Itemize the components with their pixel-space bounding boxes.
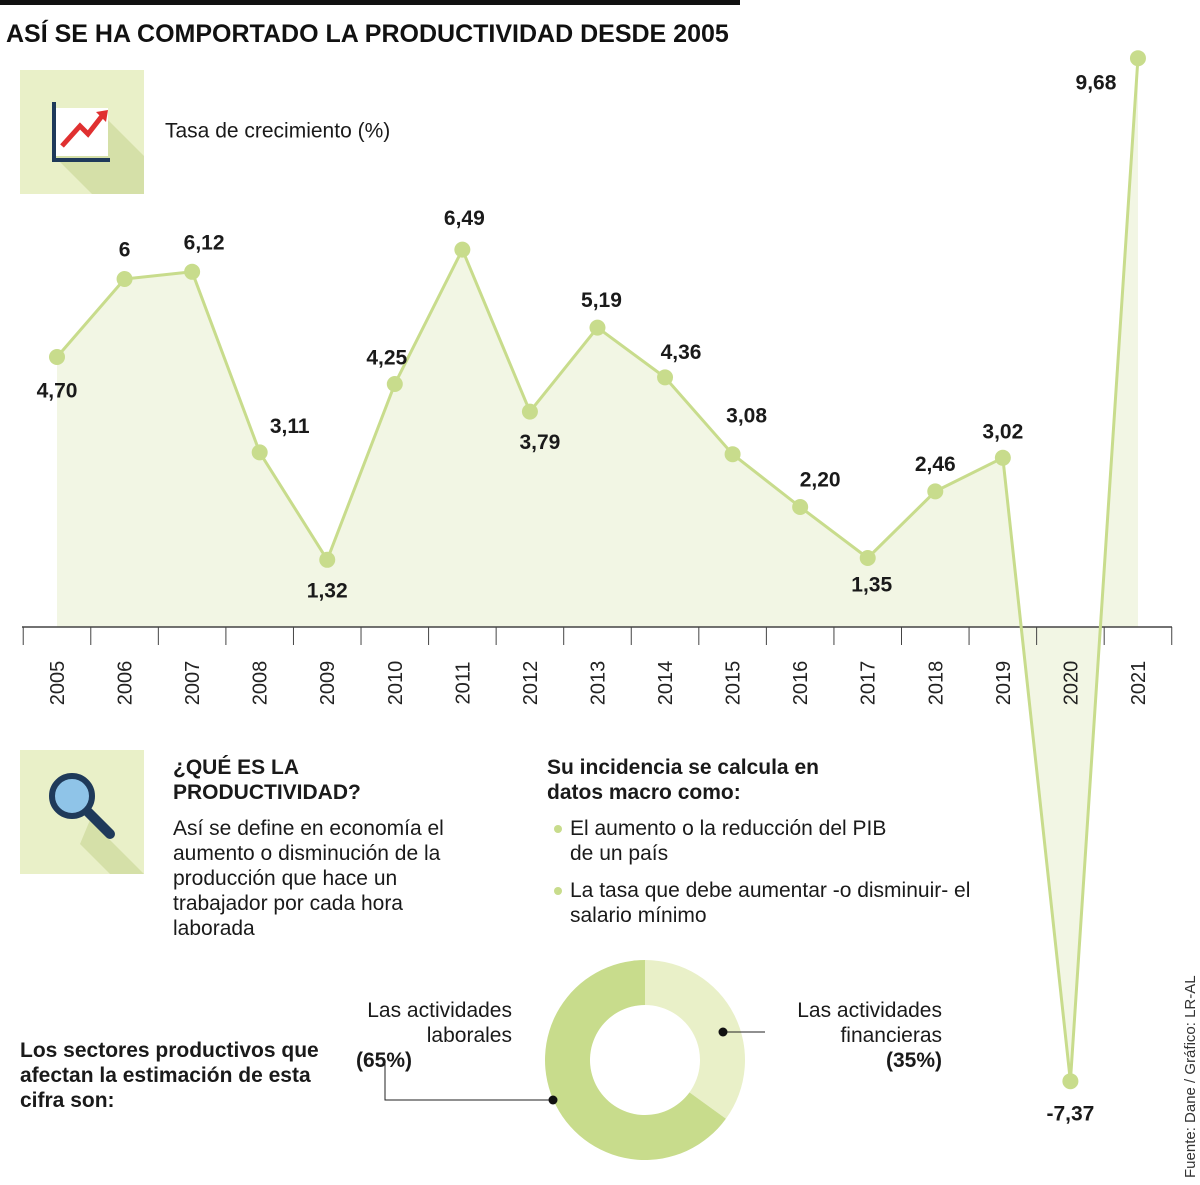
x-tick-label: 2014: [655, 661, 677, 706]
incidence-item: El aumento o la reducción del PIB de un …: [552, 816, 910, 866]
pie-slice: [545, 959, 726, 1160]
x-tick-label: 2013: [587, 661, 609, 706]
point: [49, 349, 65, 365]
pie-value-label: (65%): [356, 1049, 413, 1072]
x-tick-label: 2008: [250, 661, 272, 706]
point: [589, 319, 606, 336]
chart-subtitle: Tasa de crecimiento (%): [165, 120, 390, 143]
area: [57, 58, 1138, 1082]
value-label: 3,11: [270, 415, 310, 438]
incidence-list: El aumento o la reducción del PIB de un …: [552, 816, 1012, 940]
incidence-item: La tasa que debe aumentar -o disminuir- …: [552, 878, 1010, 928]
value-label: 6,49: [444, 207, 485, 230]
x-tick-label: 2009: [317, 661, 339, 706]
point: [1062, 1073, 1079, 1090]
point: [251, 444, 268, 461]
x-tick-label: 2021: [1128, 661, 1150, 706]
top-rule: [0, 0, 740, 5]
value-label: 6,12: [184, 231, 225, 254]
icon-lens: [49, 773, 95, 819]
pie-category: Las actividades laborales: [367, 999, 512, 1047]
leader-dot: [548, 1095, 558, 1105]
x-tick-label: 2017: [858, 661, 880, 706]
pie-value-label: (35%): [885, 1049, 942, 1072]
value-label: 4,70: [37, 380, 78, 403]
point: [859, 550, 876, 566]
icon-axes: [52, 102, 110, 162]
icon-shadow: [80, 820, 144, 874]
icon-arrow-head: [96, 110, 108, 122]
x-tick-label: 2006: [115, 661, 137, 706]
pie-category: Las actividades financieras: [797, 999, 942, 1047]
value-label: 2,46: [915, 453, 956, 476]
point: [1129, 50, 1146, 67]
point: [724, 446, 741, 463]
info-text: Así se define en economía el aumento o d…: [173, 817, 444, 940]
value-label: 3,79: [519, 431, 560, 454]
x-tick-label: 2018: [925, 661, 947, 706]
point: [386, 376, 403, 392]
icon-arrow: [60, 114, 104, 148]
x-tick-label: 2011: [452, 661, 474, 704]
point: [454, 241, 471, 258]
x-tick-label: 2020: [1060, 661, 1082, 706]
value-label: 3,02: [982, 420, 1023, 443]
x-tick-label: 2010: [385, 661, 407, 706]
point: [184, 263, 201, 280]
value-label: 1,32: [307, 579, 348, 602]
value-label: 6: [119, 239, 131, 262]
point: [657, 369, 674, 386]
x-tick-label: 2016: [790, 661, 812, 706]
value-label: 4,25: [366, 347, 407, 370]
x-tick-label: 2015: [723, 661, 745, 706]
value-label: 3,08: [726, 405, 767, 428]
leader-dot: [718, 1027, 728, 1037]
point: [927, 483, 944, 500]
value-label: 1,35: [851, 574, 892, 597]
x-tick-label: 2019: [993, 661, 1015, 706]
value-label: 5,19: [581, 289, 622, 312]
incidence-heading: Su incidencia se calcula en datos macro …: [547, 756, 819, 804]
plot: [57, 58, 1138, 1082]
point: [994, 449, 1011, 466]
info-heading: ¿QUÉ ES LA PRODUCTIVIDAD?: [173, 756, 361, 804]
value-label: -7,37: [1046, 1103, 1094, 1126]
sectors-heading: Los sectores productivos que afectan la …: [20, 1039, 319, 1112]
x-tick-label: 2007: [182, 661, 204, 706]
point: [319, 551, 336, 568]
pie-label: Las actividades laborales (65%): [330, 998, 512, 1073]
value-label: 9,68: [1076, 72, 1117, 95]
leader-line: [384, 1062, 553, 1101]
chart-title: ASÍ SE HA COMPORTADO LA PRODUCTIVIDAD DE…: [6, 19, 729, 48]
x-tick-label: 2012: [520, 661, 542, 706]
pie-label: Las actividades financieras (35%): [770, 998, 942, 1073]
value-label: 2,20: [800, 469, 841, 492]
point: [521, 403, 538, 420]
source: Fuente: Dane / Gráfico: LR-AL: [1182, 975, 1199, 1178]
pie-slice: [645, 960, 745, 1119]
x-tick-label: 2005: [47, 661, 69, 706]
point: [116, 271, 133, 287]
value-label: 4,36: [661, 341, 702, 364]
icon-handle: [83, 807, 115, 839]
point: [792, 499, 809, 515]
